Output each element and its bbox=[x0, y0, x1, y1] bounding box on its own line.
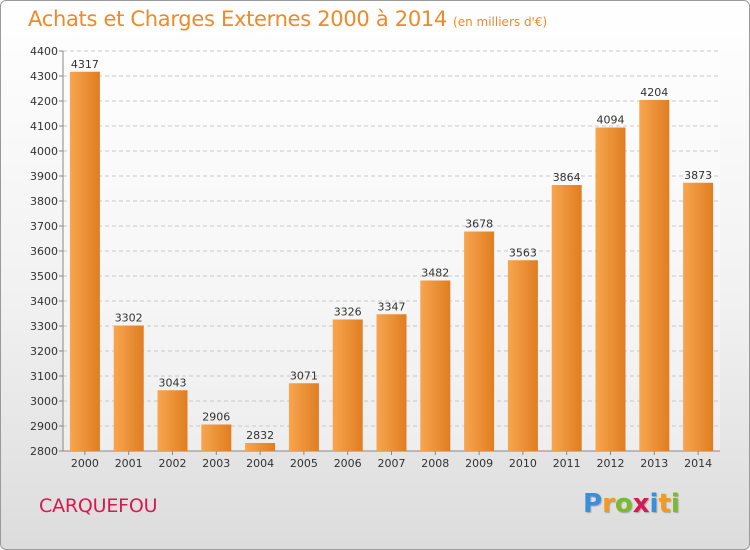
y-tick-label: 3600 bbox=[30, 245, 58, 258]
x-tick-label: 2012 bbox=[597, 457, 625, 470]
bar-value-label: 3678 bbox=[465, 218, 493, 231]
bar-value-label: 3864 bbox=[553, 171, 581, 184]
bar-value-label: 3563 bbox=[509, 246, 537, 259]
bar bbox=[201, 424, 232, 451]
bars: 4317 3302 3043 2906 2832 3071 3326 3347 3482 3678… bbox=[69, 58, 714, 451]
bar bbox=[683, 182, 714, 451]
y-tick-label: 3100 bbox=[30, 370, 58, 383]
brand-letter: i bbox=[670, 489, 680, 519]
bar bbox=[332, 319, 363, 451]
y-tick-label: 3800 bbox=[30, 195, 58, 208]
proxiti-logo[interactable]: Proxiti bbox=[583, 489, 680, 519]
x-tick-label: 2014 bbox=[684, 457, 712, 470]
y-tick-label: 4200 bbox=[30, 95, 58, 108]
bar-value-label: 3071 bbox=[290, 369, 318, 382]
bar-value-label: 3043 bbox=[159, 376, 187, 389]
x-tick-label: 2013 bbox=[640, 457, 668, 470]
y-tick-label: 2800 bbox=[30, 445, 58, 458]
bar-value-label: 2906 bbox=[202, 411, 230, 424]
x-tick-label: 2005 bbox=[290, 457, 318, 470]
x-tick-label: 2011 bbox=[553, 457, 581, 470]
x-tick-label: 2006 bbox=[334, 457, 362, 470]
bar bbox=[464, 231, 495, 451]
brand-letter: o bbox=[614, 489, 633, 519]
bar bbox=[113, 325, 144, 451]
bar bbox=[507, 260, 538, 451]
y-tick-label: 3200 bbox=[30, 345, 58, 358]
y-tick-label: 3500 bbox=[30, 270, 58, 283]
bar bbox=[288, 383, 319, 451]
bar bbox=[69, 71, 100, 451]
y-tick-label: 3300 bbox=[30, 320, 58, 333]
brand-letter: x bbox=[632, 489, 650, 519]
x-tick-label: 2007 bbox=[378, 457, 406, 470]
bar bbox=[551, 185, 582, 451]
brand-letter: i bbox=[649, 489, 659, 519]
x-tick-label: 2003 bbox=[202, 457, 230, 470]
bar-value-label: 3873 bbox=[684, 169, 712, 182]
chart-title-text: Achats et Charges Externes 2000 à 2014 bbox=[28, 7, 448, 31]
x-axis: 2000 2001 2002 2003 2004 2005 2006 2007 2008 2009… bbox=[71, 451, 712, 470]
bar-value-label: 4094 bbox=[597, 114, 625, 127]
x-tick-label: 2008 bbox=[421, 457, 449, 470]
bar-value-label: 3347 bbox=[378, 300, 406, 313]
chart-title: Achats et Charges Externes 2000 à 2014 (e… bbox=[28, 7, 547, 31]
bar bbox=[245, 443, 276, 451]
x-tick-label: 2009 bbox=[465, 457, 493, 470]
brand-letter: t bbox=[658, 489, 671, 519]
city-label: CARQUEFOU bbox=[39, 495, 158, 517]
y-tick-label: 3900 bbox=[30, 170, 58, 183]
y-tick-label: 4000 bbox=[30, 145, 58, 158]
bar bbox=[157, 390, 188, 451]
brand-letter: P bbox=[583, 489, 603, 519]
y-tick-label: 4300 bbox=[30, 70, 58, 83]
x-tick-label: 2002 bbox=[159, 457, 187, 470]
x-tick-label: 2001 bbox=[115, 457, 143, 470]
bar-value-label: 4317 bbox=[71, 58, 99, 71]
bar bbox=[595, 127, 626, 451]
x-tick-label: 2000 bbox=[71, 457, 99, 470]
chart-subtitle: (en milliers d'€) bbox=[453, 15, 548, 29]
y-tick-label: 4400 bbox=[30, 45, 58, 58]
x-tick-label: 2004 bbox=[246, 457, 274, 470]
bar-value-label: 3302 bbox=[115, 312, 143, 325]
y-tick-label: 4100 bbox=[30, 120, 58, 133]
bar-value-label: 4204 bbox=[640, 86, 668, 99]
y-tick-label: 3700 bbox=[30, 220, 58, 233]
bar bbox=[376, 314, 407, 451]
bar-value-label: 3482 bbox=[421, 267, 449, 280]
bar-value-label: 2832 bbox=[246, 429, 274, 442]
y-tick-label: 3000 bbox=[30, 395, 58, 408]
brand-letter: r bbox=[602, 489, 615, 519]
y-tick-label: 3400 bbox=[30, 295, 58, 308]
x-tick-label: 2010 bbox=[509, 457, 537, 470]
y-tick-label: 2900 bbox=[30, 420, 58, 433]
bar bbox=[420, 280, 451, 451]
bar bbox=[639, 100, 670, 451]
bar-value-label: 3326 bbox=[334, 306, 362, 319]
